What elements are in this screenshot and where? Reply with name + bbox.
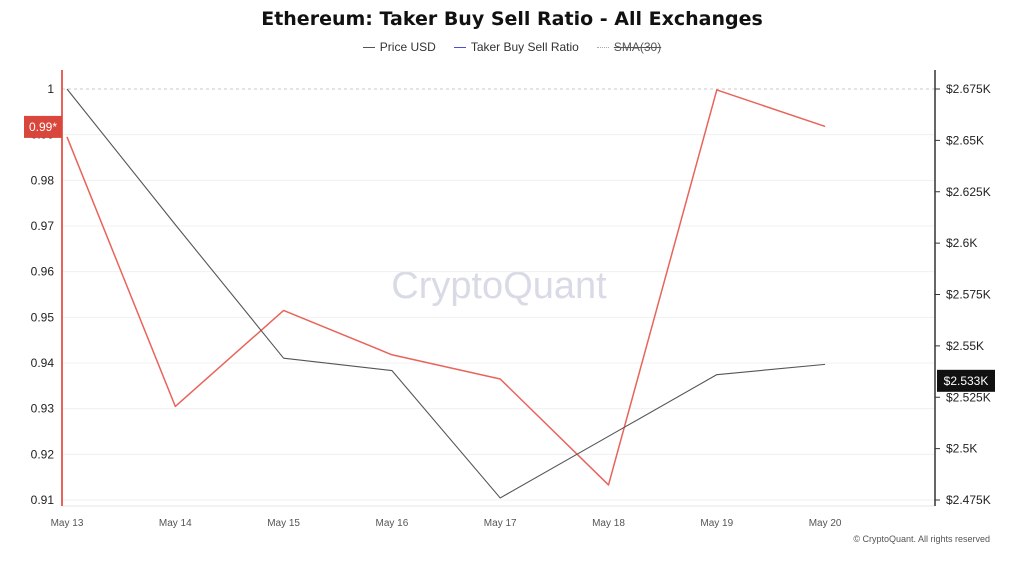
current-ratio-badge — [24, 115, 62, 138]
legend-item-price-usd[interactable]: Price USD — [362, 40, 436, 54]
data-point-price-usd[interactable] — [173, 223, 177, 227]
y-right-tick-label: $2.55K — [946, 339, 984, 353]
data-point-taker-buy-sell-ratio[interactable] — [607, 483, 611, 487]
copyright-note: © CryptoQuant. All rights reserved — [853, 534, 990, 544]
legend-label-price-usd: Price USD — [379, 40, 436, 54]
x-tick-label: May 16 — [376, 518, 409, 529]
y-left-tick-label: 0.92 — [31, 447, 55, 461]
legend-item-sma[interactable]: SMA(30) — [596, 40, 662, 54]
y-right-tick-label: $2.65K — [946, 133, 984, 147]
y-right-tick-label: $2.6K — [946, 236, 977, 250]
y-left-tick-label: 0.96 — [31, 265, 55, 279]
data-point-price-usd[interactable] — [607, 434, 611, 438]
y-right-tick-label: $2.5K — [946, 442, 977, 456]
legend-line-icon — [453, 46, 466, 48]
data-point-taker-buy-sell-ratio[interactable] — [282, 308, 286, 312]
data-point-price-usd[interactable] — [823, 362, 827, 366]
legend-item-taker-buy-sell-ratio[interactable]: Taker Buy Sell Ratio — [453, 40, 579, 54]
data-point-price-usd[interactable] — [715, 373, 719, 377]
data-point-taker-buy-sell-ratio[interactable] — [823, 124, 827, 128]
x-tick-label: May 13 — [51, 518, 84, 529]
y-right-tick-label: $2.525K — [946, 390, 991, 404]
x-tick-label: May 20 — [809, 518, 842, 529]
x-tick-label: May 17 — [484, 518, 517, 529]
data-point-taker-buy-sell-ratio[interactable] — [173, 404, 177, 408]
y-left-tick-label: 0.91 — [31, 493, 55, 507]
data-point-price-usd[interactable] — [390, 369, 394, 373]
data-point-taker-buy-sell-ratio[interactable] — [390, 353, 394, 357]
x-tick-label: May 19 — [700, 518, 733, 529]
y-left-tick-label: 0.94 — [31, 356, 55, 370]
data-point-price-usd[interactable] — [282, 356, 286, 360]
data-point-taker-buy-sell-ratio[interactable] — [498, 377, 502, 381]
y-right-tick-label: $2.575K — [946, 288, 991, 302]
x-tick-label: May 15 — [267, 518, 300, 529]
y-left-tick-label: 0.93 — [31, 402, 55, 416]
data-point-taker-buy-sell-ratio[interactable] — [65, 135, 69, 139]
data-point-price-usd[interactable] — [65, 87, 69, 91]
y-right-tick-label: $2.625K — [946, 185, 991, 199]
x-tick-label: May 18 — [592, 518, 625, 529]
legend-label-sma: SMA(30) — [613, 40, 662, 54]
current-price-label: $2.533K — [944, 374, 989, 388]
legend: Price USD Taker Buy Sell Ratio SMA(30) — [0, 40, 1024, 54]
y-left-tick-label: 0.97 — [31, 219, 55, 233]
x-tick-label: May 14 — [159, 518, 192, 529]
y-right-tick-label: $2.675K — [946, 82, 991, 96]
legend-line-icon — [362, 46, 375, 48]
legend-dotted-line-icon — [596, 46, 609, 48]
current-price-badge — [937, 369, 995, 392]
data-point-taker-buy-sell-ratio[interactable] — [715, 88, 719, 92]
y-left-tick-label: 0.95 — [31, 310, 55, 324]
y-left-tick-label: 0.98 — [31, 173, 55, 187]
series-line-price-usd — [66, 88, 826, 499]
data-point-price-usd[interactable] — [498, 496, 502, 500]
y-left-tick-label: 1 — [47, 82, 54, 96]
legend-label-taker-buy-sell-ratio: Taker Buy Sell Ratio — [470, 40, 579, 54]
y-right-tick-label: $2.475K — [946, 493, 991, 507]
current-ratio-label: 0.99* — [29, 120, 57, 134]
series-line-taker-buy-sell-ratio — [66, 89, 826, 486]
chart-title: Ethereum: Taker Buy Sell Ratio - All Exc… — [261, 8, 763, 30]
